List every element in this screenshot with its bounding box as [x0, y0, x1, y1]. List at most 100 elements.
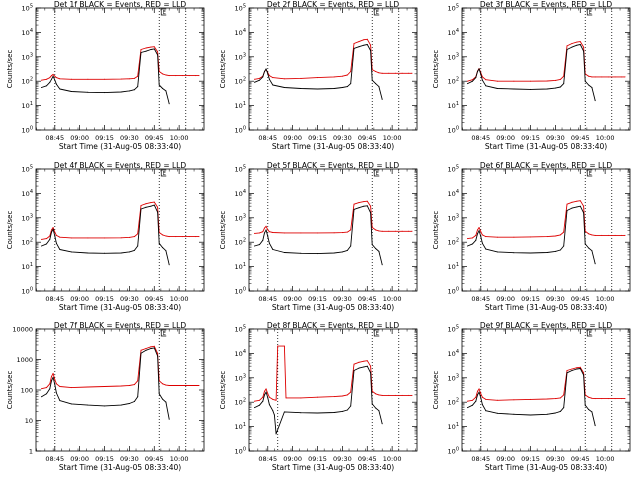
data-point-events — [283, 411, 285, 413]
plot-frame — [35, 7, 205, 131]
series-line-events — [254, 44, 383, 100]
data-point-lld — [262, 231, 264, 233]
data-point-events — [546, 88, 548, 90]
data-point-lld — [268, 396, 270, 398]
x-tick-label: 08:45 — [258, 295, 277, 303]
y-tick-label: 10 — [25, 417, 33, 425]
x-tick-label: 09:45 — [358, 295, 377, 303]
data-point-events — [51, 231, 52, 233]
data-point-events — [41, 396, 42, 398]
data-point-events — [341, 87, 343, 88]
data-point-lld — [554, 79, 556, 81]
data-point-events — [467, 245, 468, 247]
data-point-events — [153, 48, 155, 50]
y-axis-label: Counts/sec — [6, 371, 14, 410]
data-point-lld — [401, 394, 403, 396]
data-point-lld — [401, 230, 403, 232]
y-tick-label: 101 — [448, 262, 459, 271]
data-point-events — [87, 404, 89, 406]
data-point-lld — [198, 236, 200, 238]
data-point-events — [300, 412, 302, 414]
data-point-lld — [198, 385, 200, 386]
data-point-lld — [496, 399, 498, 401]
data-point-events — [333, 252, 335, 254]
y-tick-label: 103 — [448, 52, 459, 61]
data-point-events — [583, 50, 585, 52]
x-tick-label: 09:30 — [333, 455, 352, 463]
data-point-events — [268, 242, 270, 244]
data-point-events — [358, 207, 360, 209]
y-tick-label: 104 — [448, 189, 459, 198]
data-point-events — [366, 365, 368, 367]
y-tick-label: 100 — [22, 126, 33, 135]
data-point-events — [54, 384, 56, 386]
data-point-events — [59, 400, 61, 402]
data-point-lld — [55, 77, 57, 79]
data-point-events — [317, 253, 318, 255]
data-point-lld — [150, 46, 152, 48]
data-point-lld — [408, 72, 410, 74]
data-point-lld — [285, 397, 287, 399]
time-marker-bracket — [373, 329, 380, 337]
series-line-lld — [254, 345, 412, 402]
data-point-lld — [607, 76, 609, 78]
data-point-events — [478, 68, 480, 70]
data-point-lld — [175, 75, 177, 77]
data-point-lld — [158, 71, 160, 72]
data-point-events — [46, 393, 47, 395]
y-tick-label: 103 — [448, 373, 459, 382]
chart-title: Det 2f BLACK = Events, RED = LLD — [267, 0, 400, 9]
data-point-events — [165, 250, 167, 252]
x-tick-label: 09:45 — [358, 455, 377, 463]
data-point-events — [480, 73, 482, 75]
data-point-events — [133, 89, 135, 91]
data-point-lld — [254, 400, 255, 402]
data-point-lld — [607, 234, 609, 236]
data-point-events — [341, 251, 343, 253]
data-point-events — [264, 71, 265, 72]
data-point-lld — [272, 77, 274, 79]
data-point-events — [472, 404, 473, 406]
data-point-lld — [128, 385, 130, 386]
data-point-events — [358, 46, 360, 48]
data-point-events — [530, 414, 531, 416]
chart-panel-9: Det 9f BLACK = Events, RED = LLD Counts/s… — [432, 321, 631, 472]
series-line-events — [467, 44, 596, 101]
data-point-events — [317, 88, 318, 90]
x-tick-label: 09:30 — [546, 455, 565, 463]
data-point-events — [571, 46, 573, 48]
data-point-events — [137, 396, 139, 398]
y-tick-label: 104 — [235, 28, 246, 37]
data-point-lld — [530, 80, 531, 82]
data-point-lld — [566, 370, 568, 371]
data-point-events — [467, 83, 468, 85]
data-point-lld — [300, 77, 302, 79]
data-point-events — [317, 412, 318, 414]
data-point-events — [475, 77, 477, 79]
data-point-lld — [481, 234, 483, 236]
data-point-events — [375, 83, 377, 85]
data-point-lld — [87, 386, 89, 388]
data-point-lld — [188, 236, 190, 238]
data-point-events — [262, 239, 264, 241]
data-point-events — [370, 372, 372, 374]
data-point-events — [272, 84, 274, 86]
y-tick-label: 103 — [235, 213, 246, 222]
data-point-events — [375, 248, 377, 249]
y-tick-label: 100 — [22, 287, 33, 296]
data-point-events — [554, 250, 556, 252]
data-point-events — [381, 423, 383, 425]
y-tick-label: 102 — [22, 238, 33, 247]
data-point-lld — [162, 73, 164, 75]
data-point-events — [153, 347, 155, 349]
data-point-events — [378, 250, 380, 252]
data-point-events — [381, 264, 383, 266]
data-point-lld — [137, 75, 139, 77]
data-point-events — [513, 413, 515, 415]
series-group — [467, 41, 626, 102]
data-point-lld — [168, 75, 170, 77]
data-point-lld — [300, 397, 302, 399]
data-point-lld — [54, 379, 56, 381]
series-line-lld — [467, 200, 625, 240]
data-point-events — [576, 206, 578, 208]
